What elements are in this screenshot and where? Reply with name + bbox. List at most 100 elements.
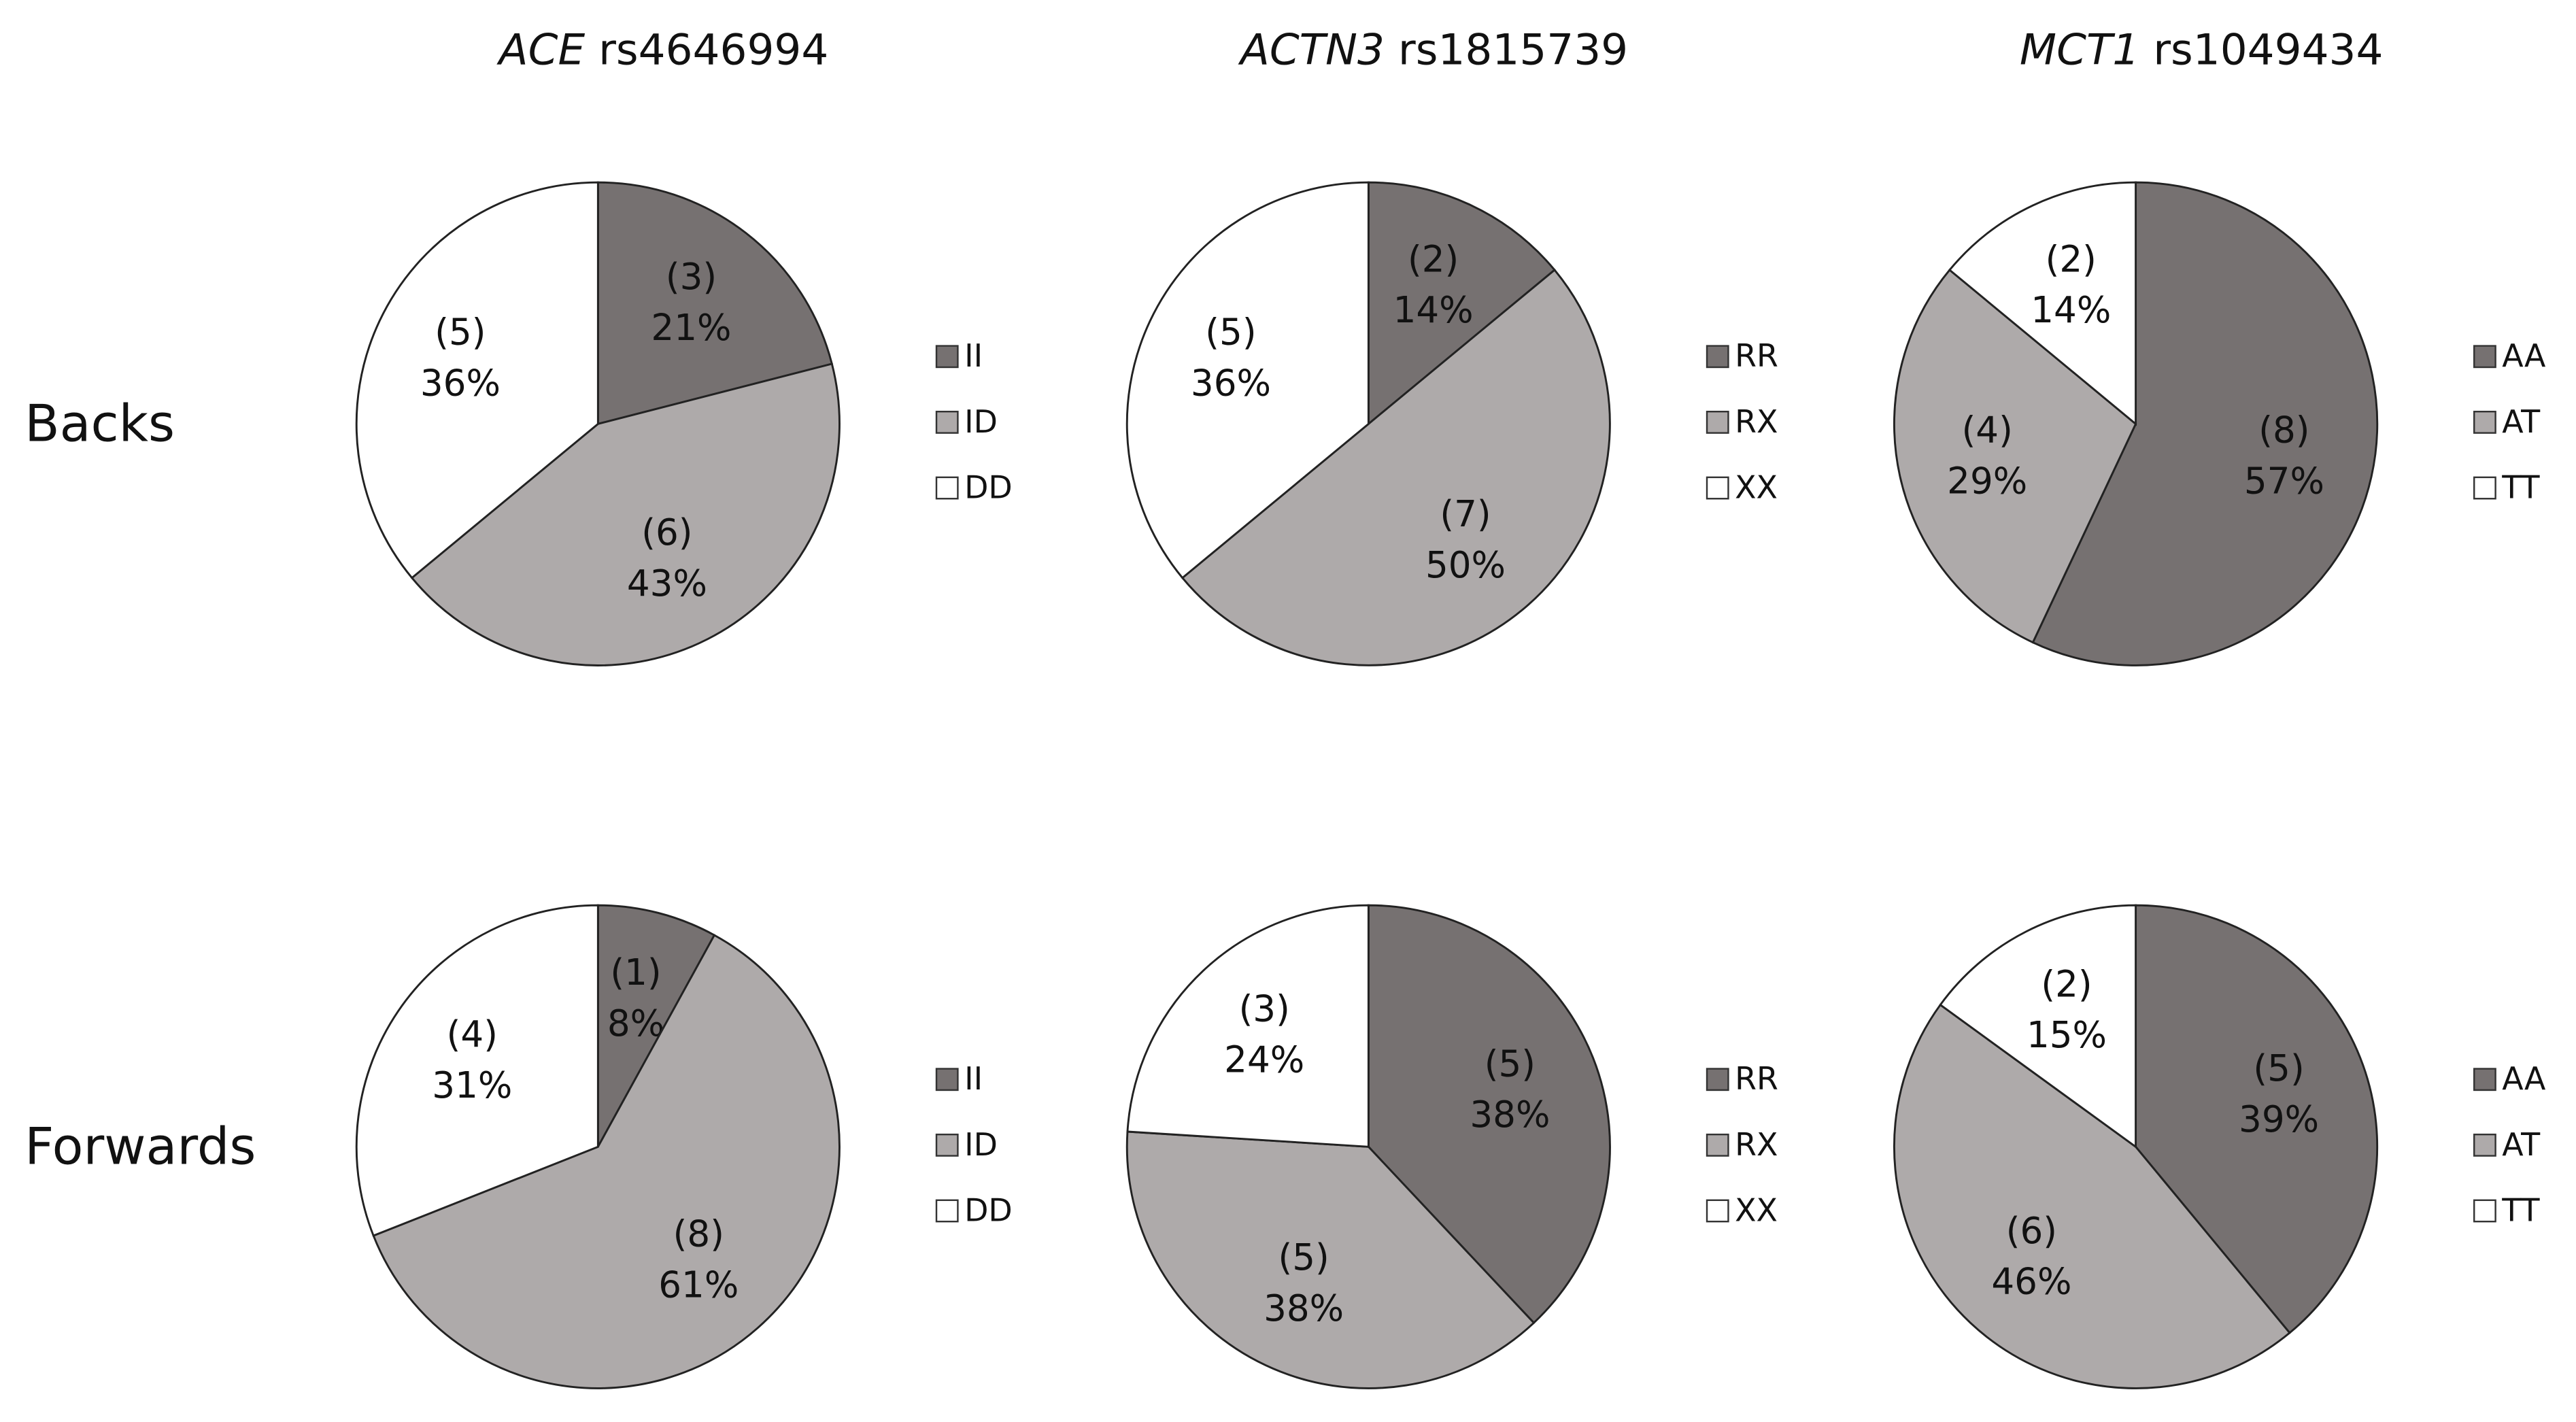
percent-label: 8% — [607, 1002, 664, 1045]
legend-label: DD — [964, 469, 1013, 505]
percent-label: 14% — [2031, 289, 2111, 331]
legend-label: XX — [1735, 1191, 1778, 1228]
pie-slice — [1939, 904, 2137, 1149]
gene-name: ACE — [496, 24, 586, 74]
pie-slice — [1893, 1003, 2291, 1389]
legend-label: AT — [2502, 403, 2541, 440]
legend-label: RX — [1735, 1126, 1778, 1163]
legend-label: RR — [1735, 1060, 1778, 1097]
legend-label: ID — [964, 403, 998, 440]
legend-label: RX — [1735, 403, 1778, 440]
percent-label: 61% — [658, 1264, 739, 1306]
pie-slice — [1948, 181, 2137, 426]
legend-swatch — [2473, 476, 2496, 500]
legend-label: RR — [1735, 337, 1778, 374]
legend-swatch — [935, 1068, 959, 1091]
percent-label: 36% — [420, 362, 501, 404]
pie-slice — [1893, 268, 2137, 644]
percent-label: 38% — [1470, 1094, 1550, 1136]
count-label: (4) — [447, 1013, 498, 1055]
legend-swatch — [1706, 411, 1729, 434]
legend-swatch — [2473, 1199, 2496, 1223]
legend-label: AA — [2502, 337, 2546, 374]
pie-slice — [1181, 268, 1611, 666]
percent-label: 46% — [1991, 1261, 2071, 1303]
legend-swatch — [1706, 476, 1729, 500]
legend-swatch — [935, 1133, 959, 1157]
pie-slice — [596, 181, 834, 426]
legend-swatch — [2473, 345, 2496, 369]
count-label: (2) — [1408, 238, 1459, 280]
pie-slice — [1367, 904, 1611, 1325]
gene-name: ACTN3 — [1238, 24, 1385, 74]
legend-label: TT — [2501, 1191, 2540, 1228]
column-title: ACE rs4646994 — [496, 24, 829, 74]
pie-slice — [355, 904, 599, 1237]
percent-label: 24% — [1224, 1038, 1304, 1081]
percent-label: 21% — [651, 307, 731, 349]
legend-swatch — [2473, 1068, 2496, 1091]
pie-slice — [1126, 904, 1370, 1148]
legend-swatch — [1706, 1068, 1729, 1091]
pie-slice — [372, 934, 841, 1389]
legend-swatch — [1706, 345, 1729, 369]
count-label: (2) — [2041, 963, 2092, 1005]
count-label: (6) — [641, 511, 692, 554]
legend-label: TT — [2501, 469, 2540, 505]
column-title: ACTN3 rs1815739 — [1238, 24, 1628, 74]
percent-label: 57% — [2244, 460, 2324, 502]
pie-slice — [410, 362, 841, 666]
legend-label: ID — [964, 1126, 998, 1163]
count-label: (5) — [2253, 1047, 2304, 1089]
legend-swatch — [935, 345, 959, 369]
legend-swatch — [935, 1199, 959, 1223]
percent-label: 15% — [2027, 1014, 2107, 1056]
percent-label: 31% — [432, 1064, 512, 1106]
legend-label: DD — [964, 1191, 1013, 1228]
pie-slice — [1367, 181, 1557, 426]
count-label: (1) — [610, 951, 661, 994]
pie-slice — [1125, 181, 1370, 579]
count-label: (6) — [2006, 1210, 2057, 1252]
count-label: (5) — [1485, 1043, 1536, 1085]
legend-swatch — [1706, 1199, 1729, 1223]
percent-label: 43% — [627, 562, 707, 605]
column-title: MCT1 rs1049434 — [2020, 24, 2384, 74]
legend-swatch — [1706, 1133, 1729, 1157]
row-label: Forwards — [24, 1117, 256, 1176]
count-label: (5) — [435, 311, 486, 353]
legend-swatch — [935, 411, 959, 434]
legend-label: II — [964, 337, 983, 374]
count-label: (5) — [1278, 1236, 1329, 1279]
count-label: (2) — [2046, 238, 2097, 280]
count-label: (8) — [673, 1213, 724, 1255]
percent-label: 38% — [1264, 1287, 1344, 1330]
gene-name: MCT1 — [2020, 24, 2139, 74]
snp-id: rs1049434 — [2153, 24, 2383, 74]
count-label: (4) — [1962, 409, 2013, 452]
pie-slice — [2135, 904, 2379, 1334]
snp-id: rs4646994 — [598, 24, 828, 74]
legend-label: II — [964, 1060, 983, 1097]
pie-slice — [2031, 181, 2379, 666]
count-label: (7) — [1440, 493, 1491, 535]
percent-label: 39% — [2239, 1098, 2319, 1140]
count-label: (3) — [1239, 988, 1290, 1030]
percent-label: 14% — [1393, 289, 1474, 331]
count-label: (3) — [666, 256, 717, 298]
pie-slice — [1125, 1130, 1536, 1389]
row-label: Backs — [24, 394, 175, 454]
snp-id: rs1815739 — [1398, 24, 1628, 74]
legend-swatch — [935, 476, 959, 500]
percent-label: 36% — [1191, 362, 1271, 404]
count-label: (5) — [1205, 311, 1256, 353]
legend-label: XX — [1735, 469, 1778, 505]
count-label: (8) — [2258, 409, 2309, 452]
legend-swatch — [2473, 1133, 2496, 1157]
pie-slice — [355, 181, 599, 579]
legend-label: AA — [2502, 1060, 2546, 1097]
percent-label: 29% — [1947, 460, 2027, 502]
percent-label: 50% — [1425, 544, 1506, 586]
